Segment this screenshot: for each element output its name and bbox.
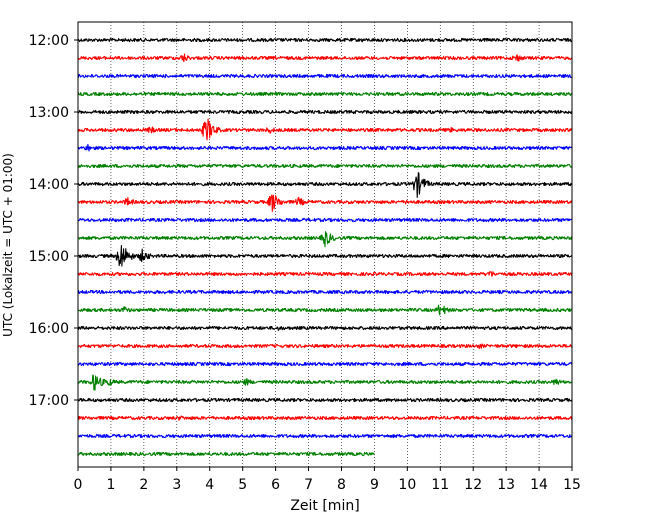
trace-1630-line [77, 361, 573, 367]
trace-1730-line [77, 433, 573, 439]
x-tick-label: 15 [563, 477, 581, 493]
x-tick-label: 3 [172, 477, 181, 493]
x-tick-label: 1 [106, 477, 115, 493]
trace-1700-line [77, 397, 573, 403]
trace-1500-line [77, 245, 573, 267]
x-tick-label: 13 [497, 477, 515, 493]
trace-1430-line [77, 217, 573, 223]
trace-1715-line [77, 415, 573, 421]
x-tick-label: 2 [139, 477, 148, 493]
x-tick-label: 11 [431, 477, 449, 493]
trace-1445-line [77, 231, 573, 248]
y-tick-label: 14:00 [29, 177, 69, 193]
x-axis: 0 1 2 3 4 5 6 7 8 9 10 11 12 13 14 15 [74, 467, 581, 493]
x-tick-label: 0 [74, 477, 83, 493]
x-tick-label: 5 [238, 477, 247, 493]
plot-frame [77, 21, 573, 468]
x-tick-label: 12 [464, 477, 482, 493]
trace-1530-line [77, 289, 573, 295]
trace-1245-line [77, 91, 573, 97]
x-tick-label: 9 [370, 477, 379, 493]
trace-1300-line [77, 109, 573, 115]
trace-1400-line [77, 172, 573, 198]
trace-1545-line [77, 304, 573, 316]
trace-1745-line [77, 451, 375, 457]
y-axis-label: UTC (Lokalzeit = UTC + 01:00) [1, 153, 15, 337]
x-tick-label: 4 [205, 477, 214, 493]
trace-1200-line [77, 37, 573, 43]
x-tick-label: 10 [398, 477, 416, 493]
trace-1415-line [77, 194, 573, 212]
x-tick-label: 14 [530, 477, 548, 493]
y-tick-label: 17:00 [29, 393, 69, 409]
grid-lines [110, 22, 540, 467]
trace-1215-line [77, 53, 573, 63]
trace-group [77, 37, 573, 457]
trace-1600-line [77, 325, 573, 331]
trace-1615-line [77, 343, 573, 350]
y-tick-label: 16:00 [29, 321, 69, 337]
trace-1315-line [77, 118, 573, 141]
trace-1645-line [77, 374, 573, 391]
x-axis-label: Zeit [min] [290, 498, 359, 514]
y-axis: 12:00 13:00 14:00 15:00 16:00 17:00 [29, 33, 78, 409]
y-tick-label: 15:00 [29, 249, 69, 265]
x-tick-label: 8 [337, 477, 346, 493]
y-tick-label: 13:00 [29, 105, 69, 121]
trace-1515-line [77, 271, 573, 277]
y-tick-label: 12:00 [29, 33, 69, 49]
x-tick-label: 6 [271, 477, 280, 493]
trace-1345-line [77, 163, 573, 169]
trace-1230-line [77, 73, 573, 79]
trace-1330-line [77, 143, 573, 152]
x-tick-label: 7 [304, 477, 313, 493]
